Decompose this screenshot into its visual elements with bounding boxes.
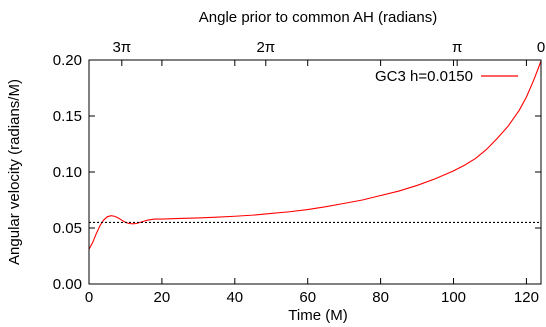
top-axis-title: Angle prior to common AH (radians)	[199, 9, 437, 26]
y-tick-label: 0.00	[53, 276, 82, 293]
plot-frame	[88, 59, 542, 285]
x-tick-label: 80	[372, 289, 389, 306]
legend: GC3 h=0.0150	[375, 68, 518, 85]
x-tick-label: 0	[85, 289, 93, 306]
y-axis-title: Angular velocity (radians/M)	[6, 79, 23, 265]
y-tick-label: 0.20	[53, 52, 82, 69]
y-tick-label: 0.05	[53, 220, 82, 237]
x-tick-label: 120	[514, 289, 539, 306]
x-tick-label: 40	[226, 289, 243, 306]
ticks-layer: 0 20 40 60 80 100 120 0.00 0.05 0.10 0.15 0.20 3π 2π π…	[53, 39, 545, 306]
x-tick-label: 60	[299, 289, 316, 306]
legend-label: GC3 h=0.0150	[375, 68, 473, 85]
x2-tick-label: 3π	[112, 39, 131, 56]
y-tick-label: 0.10	[53, 164, 82, 181]
x-tick-label: 100	[441, 289, 466, 306]
series-layer	[88, 60, 542, 250]
series-line	[88, 60, 542, 250]
x-tick-label: 20	[154, 289, 171, 306]
y-tick-label: 0.15	[53, 108, 82, 125]
x-axis-title: Time (M)	[288, 307, 347, 324]
x2-tick-label: π	[452, 39, 462, 56]
x2-tick-label: 2π	[256, 39, 275, 56]
x2-tick-label: 0	[537, 39, 545, 56]
